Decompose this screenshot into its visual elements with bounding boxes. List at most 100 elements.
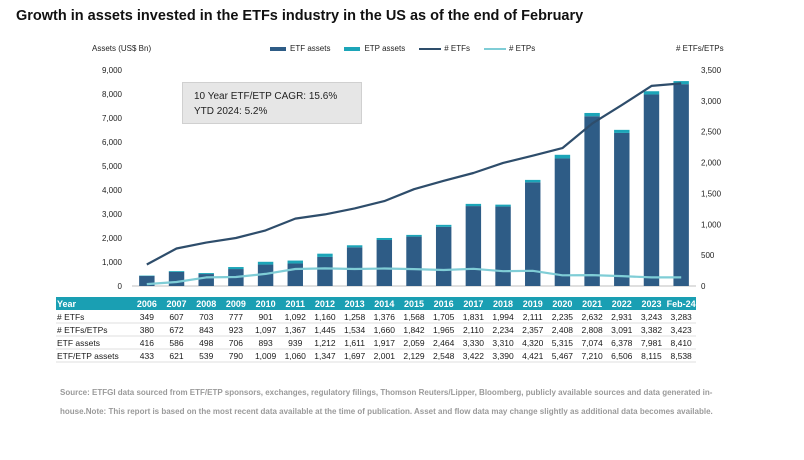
table-header-label: Year — [57, 299, 77, 309]
left-axis-tick-label: 3,000 — [102, 210, 123, 219]
etf-assets-bar — [317, 256, 333, 286]
etf-assets-bar — [287, 263, 303, 286]
legend-item-etf-assets: ETF assets — [270, 44, 330, 53]
table-cell: 380 — [140, 325, 154, 335]
source-note: Source: ETFGI data sourced from ETF/ETP … — [60, 388, 713, 416]
table-cell: 706 — [229, 338, 243, 348]
right-axis-tick-label: 1,000 — [701, 220, 722, 229]
etf-assets-bar — [346, 247, 363, 286]
table-cell: 607 — [169, 312, 183, 322]
table-cell: 3,243 — [641, 312, 663, 322]
etp-assets-bar — [584, 112, 600, 117]
table-cell: 703 — [199, 312, 213, 322]
table-cell: 2,632 — [581, 312, 603, 322]
table-year-header: 2015 — [404, 299, 424, 309]
cagr-note-line: 10 Year ETF/ETP CAGR: 15.6% — [194, 91, 338, 102]
table-year-header: 2012 — [315, 299, 335, 309]
table-cell: 2,931 — [611, 312, 633, 322]
right-axis-tick-label: 0 — [701, 282, 706, 291]
etp-assets-bar — [168, 271, 185, 272]
etf-assets-bar — [376, 239, 393, 286]
table-cell: 2,408 — [552, 325, 574, 335]
table-cell: 1,092 — [285, 312, 307, 322]
table-cell: 416 — [140, 338, 154, 348]
left-axis-tick-label: 0 — [118, 282, 123, 291]
table-cell: 5,315 — [552, 338, 574, 348]
table-cell: 4,320 — [522, 338, 544, 348]
etp-assets-bar — [406, 234, 422, 237]
table-cell: 1,009 — [255, 351, 277, 361]
table-row-label: # ETFs/ETPs — [57, 325, 108, 335]
table-cell: 1,376 — [374, 312, 396, 322]
cagr-note-box: 10 Year ETF/ETP CAGR: 15.6% YTD 2024: 5.… — [182, 82, 362, 124]
table-year-header: 2023 — [641, 299, 661, 309]
table-cell: 1,705 — [433, 312, 455, 322]
table-year-header: 2019 — [523, 299, 543, 309]
chart-title: Growth in assets invested in the ETFs in… — [16, 8, 584, 24]
table-cell: 6,506 — [611, 351, 633, 361]
table-cell: 539 — [199, 351, 213, 361]
etf-assets-bar — [643, 94, 660, 287]
table-cell: 2,234 — [492, 325, 514, 335]
etf-assets-bar — [257, 264, 274, 286]
etf-assets-bar — [614, 132, 630, 286]
etp-assets-bar — [435, 224, 452, 227]
etp-assets-bar — [465, 203, 482, 207]
ytd-note-line: YTD 2024: 5.2% — [194, 106, 268, 117]
etf-assets-bar — [198, 274, 214, 286]
table-cell: 1,697 — [344, 351, 366, 361]
table-cell: 5,467 — [552, 351, 574, 361]
table-year-header: 2022 — [612, 299, 632, 309]
table-cell: 3,423 — [671, 325, 693, 335]
table-cell: 3,330 — [463, 338, 485, 348]
table-cell: 349 — [140, 312, 154, 322]
table-year-header: 2017 — [463, 299, 483, 309]
table-year-header: 2009 — [226, 299, 246, 309]
table-cell: 777 — [229, 312, 243, 322]
table-cell: 2,357 — [522, 325, 544, 335]
right-axis-tick-label: 2,500 — [701, 128, 722, 137]
table-year-header: 2018 — [493, 299, 513, 309]
left-axis-tick-label: 4,000 — [102, 186, 123, 195]
table-cell: 2,001 — [374, 351, 396, 361]
etp-assets-bar — [376, 237, 393, 240]
etf-assets-bar — [495, 206, 511, 286]
table-cell: 3,091 — [611, 325, 633, 335]
table-row-label: ETF/ETP assets — [57, 351, 119, 361]
table-cell: 1,568 — [403, 312, 425, 322]
left-axis-tick-label: 7,000 — [102, 114, 123, 123]
legend: ETF assets ETP assets # ETFs # ETPs — [270, 44, 549, 53]
table-cell: 1,611 — [344, 338, 365, 348]
right-axis-tick-label: 2,000 — [701, 159, 722, 168]
table-cell: 8,410 — [671, 338, 693, 348]
legend-swatch-etp-assets — [344, 46, 361, 51]
table-cell: 1,160 — [314, 312, 336, 322]
table-year-header: 2020 — [552, 299, 572, 309]
table-year-header: 2013 — [345, 299, 365, 309]
table-cell: 1,917 — [374, 338, 396, 348]
table-cell: 7,074 — [581, 338, 603, 348]
table-cell: 1,445 — [314, 325, 336, 335]
table-cell: 672 — [169, 325, 183, 335]
right-axis-tick-label: 1,500 — [701, 189, 722, 198]
table-cell: 790 — [229, 351, 243, 361]
etf-assets-bar — [465, 206, 482, 286]
table-cell: 2,548 — [433, 351, 455, 361]
table-cell: 2,808 — [581, 325, 603, 335]
legend-label-etf-assets: ETF assets — [290, 44, 331, 53]
table-cell: 1,842 — [403, 325, 425, 335]
table-year-header: 2010 — [256, 299, 276, 309]
table-header-band — [56, 297, 696, 310]
table-cell: 433 — [140, 351, 154, 361]
table-cell: 1,965 — [433, 325, 455, 335]
table-cell: 3,390 — [492, 351, 514, 361]
etp-assets-bar — [346, 245, 363, 248]
legend-item-etp-assets: ETP assets — [344, 44, 405, 53]
etp-assets-bar — [317, 253, 333, 257]
right-axis-tick-label: 3,500 — [701, 66, 722, 75]
table-cell: 843 — [199, 325, 213, 335]
table-cell: 1,660 — [374, 325, 396, 335]
table-cell: 2,059 — [403, 338, 425, 348]
table-year-header: 2006 — [137, 299, 157, 309]
